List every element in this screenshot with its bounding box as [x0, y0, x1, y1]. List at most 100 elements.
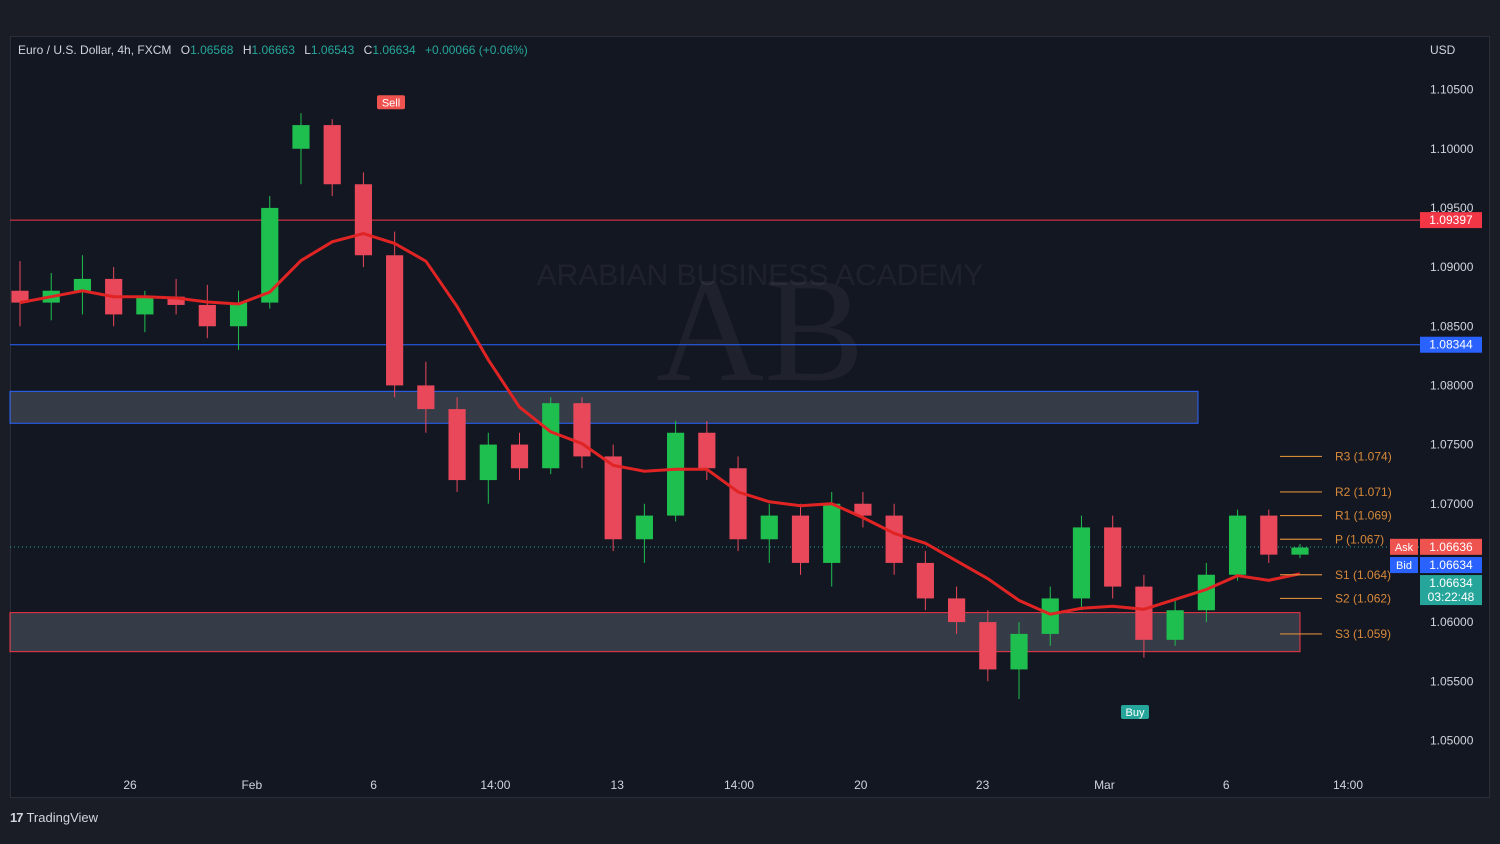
tradingview-logo[interactable]: 17 TradingView — [10, 810, 98, 825]
watermark-text: ARABIAN BUSINESS ACADEMY — [537, 259, 984, 292]
buy-signal-label: Buy — [1126, 707, 1145, 719]
buy-signal — [1121, 705, 1149, 719]
y-tick-label: 1.07500 — [1430, 438, 1474, 452]
candle-body — [510, 444, 529, 469]
candle-body — [1260, 515, 1278, 555]
candle-body — [292, 125, 310, 149]
candle-body — [1228, 515, 1247, 575]
x-tick-label: 23 — [976, 778, 990, 792]
watermark-initials: AB — [656, 247, 864, 413]
pivot-label: S1 (1.064) — [1335, 568, 1391, 582]
x-tick-label: Feb — [241, 778, 262, 792]
tradingview-icon: 17 — [10, 810, 24, 825]
x-tick-label: 6 — [370, 778, 377, 792]
price-label — [1420, 212, 1482, 229]
candle-body — [667, 432, 685, 516]
candle-body — [604, 456, 622, 540]
pivot-label: S3 (1.059) — [1335, 627, 1391, 641]
candle-body — [1166, 610, 1184, 640]
quote-tag-label: Bid — [1396, 560, 1412, 572]
y-tick-label: 1.05500 — [1430, 674, 1474, 688]
y-tick-label: 1.10000 — [1430, 142, 1474, 156]
candle-body — [1291, 547, 1309, 555]
pivot-label: R1 (1.069) — [1335, 509, 1392, 523]
candle-body — [11, 290, 29, 303]
x-tick-label: 20 — [854, 778, 868, 792]
candle-body — [136, 296, 154, 315]
y-tick-label: 1.10500 — [1430, 83, 1474, 97]
y-tick-label: 1.09000 — [1430, 260, 1474, 274]
change-value: +0.00066 (+0.06%) — [425, 43, 528, 57]
candle-body — [979, 622, 997, 670]
x-tick-label: 14:00 — [724, 778, 754, 792]
candle-body — [542, 403, 560, 469]
x-tick-label: 14:00 — [1333, 778, 1363, 792]
candle-body — [1104, 527, 1122, 587]
y-tick-label: 1.08000 — [1430, 378, 1474, 392]
candle-body — [1041, 598, 1059, 634]
pivot-label: R2 (1.071) — [1335, 485, 1392, 499]
candle-body — [479, 444, 497, 481]
candle-body — [229, 302, 248, 327]
close-value: 1.06634 — [372, 43, 416, 57]
low-value: 1.06543 — [310, 43, 355, 57]
quote-tag — [1390, 557, 1418, 574]
candle-body — [698, 432, 716, 469]
candle-body — [760, 515, 778, 540]
pivot-label: R3 (1.074) — [1335, 449, 1392, 463]
symbol-title[interactable]: Euro / U.S. Dollar, 4h, FXCM — [18, 43, 172, 57]
candle-body — [791, 515, 810, 563]
candle-body — [729, 468, 747, 540]
candle-body — [1072, 527, 1091, 599]
y-tick-label: 1.09500 — [1430, 201, 1474, 215]
candle-body — [635, 515, 653, 540]
candle-body — [448, 409, 466, 481]
pivot-label: P (1.067) — [1335, 532, 1384, 546]
candle-body — [854, 503, 872, 516]
x-tick-label: Mar — [1094, 778, 1115, 792]
resistance-zone — [9, 390, 1199, 424]
low-label: L — [304, 43, 311, 57]
candle-body — [261, 207, 279, 303]
candle-body — [916, 562, 934, 599]
quote-tag — [1390, 538, 1418, 555]
x-tick-label: 6 — [1223, 778, 1230, 792]
pivot-label: S2 (1.062) — [1335, 591, 1391, 605]
candle-body — [73, 278, 92, 291]
currency-label[interactable]: USD — [1430, 43, 1456, 57]
candle-body — [417, 385, 435, 410]
moving-average-line — [19, 232, 1301, 616]
open-value: 1.06568 — [190, 43, 234, 57]
price-label — [1420, 575, 1482, 606]
y-tick-label: 1.08500 — [1430, 319, 1474, 333]
price-label — [1420, 557, 1482, 574]
price-label-text: 1.09397 — [1429, 213, 1473, 227]
y-tick-label: 1.07000 — [1430, 497, 1474, 511]
candle-body — [1197, 574, 1215, 611]
sell-signal-label: Sell — [382, 97, 400, 109]
support-zone — [9, 612, 1301, 653]
y-tick-label: 1.06000 — [1430, 615, 1474, 629]
price-label-text: 1.06634 — [1429, 576, 1473, 590]
candle-body — [823, 503, 841, 563]
brand-name: TradingView — [26, 810, 99, 825]
x-tick-label: 26 — [123, 778, 137, 792]
price-label-text: 1.06634 — [1429, 558, 1473, 572]
high-label: H — [242, 43, 252, 57]
quote-tag-label: Ask — [1395, 542, 1414, 554]
candle-body — [323, 125, 341, 185]
candle-body — [1010, 633, 1028, 670]
candle-body — [354, 184, 372, 256]
sell-signal — [377, 95, 405, 110]
close-label: C — [363, 43, 373, 57]
countdown-timer: 03:22:48 — [1428, 590, 1475, 604]
candle-body — [948, 598, 966, 623]
price-label — [1420, 538, 1482, 555]
x-tick-label: 13 — [611, 778, 625, 792]
chart-frame[interactable] — [10, 36, 1490, 798]
x-tick-label: 14:00 — [480, 778, 510, 792]
candle-body — [198, 304, 216, 327]
high-value: 1.06663 — [251, 43, 295, 57]
candle-body — [167, 296, 185, 305]
